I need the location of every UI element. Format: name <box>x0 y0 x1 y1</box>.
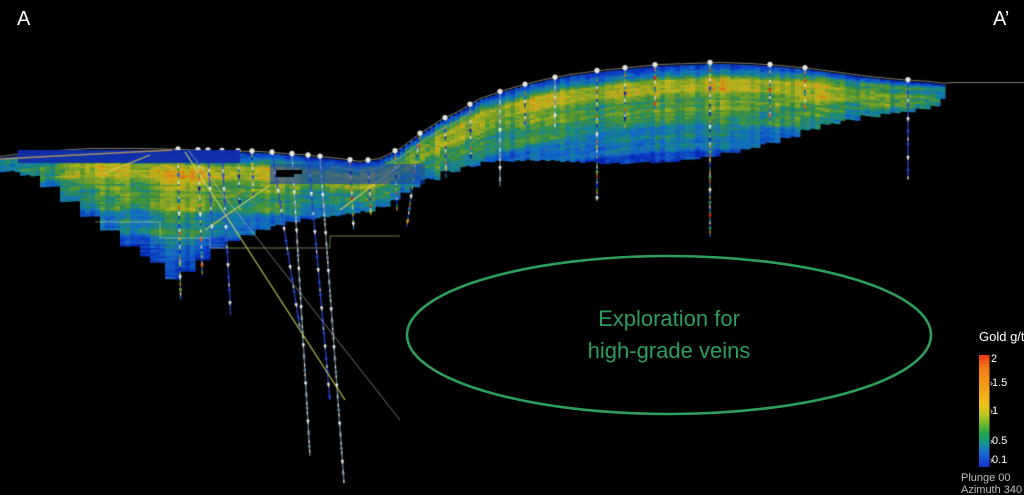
svg-text:1: 1 <box>992 405 998 417</box>
svg-text:1.5: 1.5 <box>992 377 1007 389</box>
svg-text:0.1: 0.1 <box>992 454 1007 466</box>
svg-text:Plunge 00: Plunge 00 <box>961 472 1011 484</box>
svg-text:A’: A’ <box>993 8 1009 30</box>
svg-text:high-grade veins: high-grade veins <box>588 338 751 363</box>
svg-text:Gold g/t: Gold g/t <box>979 329 1024 344</box>
svg-text:2: 2 <box>991 353 997 365</box>
svg-text:Azimuth 340: Azimuth 340 <box>961 484 1022 495</box>
svg-text:Exploration for: Exploration for <box>598 306 740 331</box>
svg-text:A: A <box>17 8 31 30</box>
svg-text:0.5: 0.5 <box>992 435 1007 447</box>
